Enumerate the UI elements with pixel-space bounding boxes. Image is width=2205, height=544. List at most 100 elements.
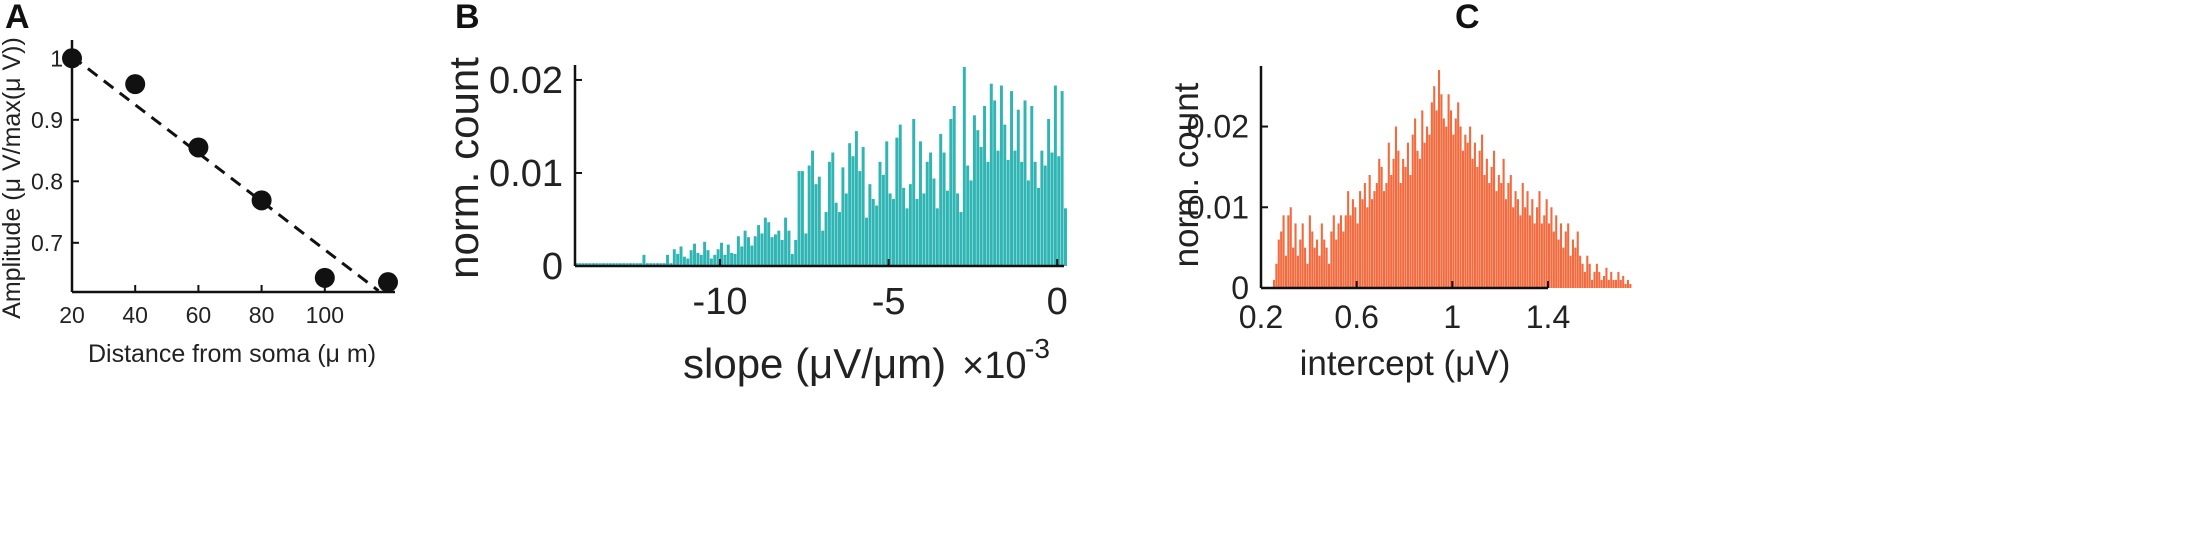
panel-a-scatter: 20 40 60 80 100 0.7 0.8 0.9 1 Distance from soma… xyxy=(0,37,398,368)
panel-b-bar xyxy=(1053,85,1057,266)
panel-a-x-tick-label: 100 xyxy=(306,302,344,328)
panel-b-bar xyxy=(655,263,659,266)
panel-b-bar xyxy=(804,233,808,266)
panel-b-bar xyxy=(773,234,777,266)
panel-c-bar xyxy=(1316,239,1319,288)
panel-b-bar xyxy=(949,119,953,266)
panel-c-bar xyxy=(1402,158,1405,288)
panel-b-bar xyxy=(612,263,616,266)
panel-c-bar xyxy=(1562,247,1565,288)
panel-c-bar xyxy=(1275,263,1278,288)
panel-c-bar xyxy=(1559,223,1563,288)
panel-b-bar xyxy=(750,245,754,266)
panel-b-bar xyxy=(682,256,686,266)
panel-a-y-tick-label: 0.9 xyxy=(31,107,63,133)
panel-b-bar xyxy=(1050,152,1054,266)
panel-c-bar xyxy=(1495,191,1498,288)
panel-b-bar xyxy=(790,253,794,266)
panel-b-bar xyxy=(962,66,966,266)
panel-b-bar xyxy=(746,237,750,266)
panel-b-bar xyxy=(794,239,798,266)
panel-c-bar xyxy=(1404,166,1407,288)
panel-b-bar xyxy=(608,263,612,266)
panel-c-bar xyxy=(1397,150,1400,288)
panel-b-bar xyxy=(892,199,895,266)
panel-c-bar xyxy=(1335,239,1338,288)
panel-b-bar xyxy=(952,106,956,266)
panel-c-bar xyxy=(1512,207,1515,288)
panel-c-bar xyxy=(1344,215,1347,288)
panel-b-bar xyxy=(932,178,936,266)
panel-c-bar xyxy=(1531,199,1534,288)
panel-b-bar xyxy=(649,263,653,266)
panel-b-bar xyxy=(666,254,670,266)
panel-b-bar xyxy=(659,263,663,266)
panel-c-bar xyxy=(1311,231,1314,288)
panel-b-bar xyxy=(1047,119,1051,266)
panel-b-bar xyxy=(885,141,889,266)
panel-b-bar xyxy=(807,165,811,266)
panel-b-bar xyxy=(969,180,973,266)
panel-c-bar xyxy=(1576,231,1579,288)
panel-b-bar xyxy=(709,258,713,266)
panel-c-y-tick-label: 0.02 xyxy=(1187,109,1249,145)
panel-c-bar xyxy=(1481,134,1484,288)
panel-b-bar xyxy=(841,167,845,266)
panel-b-bar xyxy=(838,212,842,266)
panel-c-bar xyxy=(1603,275,1606,288)
panel-b-bar xyxy=(1030,106,1034,266)
panel-c-bar xyxy=(1359,191,1362,288)
panel-a-y-label: Amplitude (μ V/max(μ V)) xyxy=(0,37,26,319)
panel-a-x-tick-label: 80 xyxy=(249,302,275,328)
panel-c-bar xyxy=(1282,215,1285,288)
panel-b-bar xyxy=(615,263,619,266)
panel-b-bar xyxy=(622,263,626,266)
panel-b-bar xyxy=(1060,91,1064,267)
panel-b-bar xyxy=(989,83,993,267)
panel-b-bar xyxy=(598,263,602,266)
panel-b-bar xyxy=(888,193,892,266)
panel-a-data-point xyxy=(62,48,82,69)
panel-c-bar xyxy=(1473,142,1476,288)
panel-c-bar xyxy=(1552,231,1555,288)
panel-c-bar xyxy=(1555,215,1558,288)
panel-b-bar xyxy=(1023,100,1027,266)
panel-c-bar xyxy=(1289,207,1292,288)
panel-c-bar xyxy=(1466,142,1469,288)
panel-b-bar xyxy=(605,263,609,266)
panel-b-bar xyxy=(770,237,774,266)
panel-b-bar xyxy=(827,161,831,266)
panel-c-bar xyxy=(1325,247,1328,288)
panel-c-bar xyxy=(1461,150,1464,288)
panel-c-bar xyxy=(1454,118,1457,289)
panel-b-bar xyxy=(797,171,801,266)
panel-c-bar xyxy=(1614,279,1618,288)
panel-b-bar xyxy=(868,184,872,266)
panel-a-x-tick-label: 20 xyxy=(59,302,85,328)
panel-b-bar xyxy=(628,263,632,266)
panel-b-bar xyxy=(871,199,875,266)
panel-b-bar xyxy=(601,263,605,266)
panel-c-bar xyxy=(1428,134,1431,288)
panel-a-data-point xyxy=(378,272,398,293)
panel-c-bar xyxy=(1366,207,1369,288)
panel-b-bar xyxy=(696,252,700,266)
panel-b-bar xyxy=(929,152,933,266)
panel-c-bar xyxy=(1574,247,1577,288)
panel-c-bar xyxy=(1521,183,1524,288)
panel-c-bar xyxy=(1356,223,1359,288)
panel-b-bar xyxy=(996,150,1000,266)
panel-b-bar xyxy=(999,85,1003,266)
panel-c-bar xyxy=(1452,134,1455,288)
panel-c-bar xyxy=(1600,279,1603,288)
panel-c-bar xyxy=(1548,223,1551,288)
panel-c-bar xyxy=(1409,174,1412,288)
panel-c-bar xyxy=(1612,279,1615,288)
panel-b-bar xyxy=(618,263,622,266)
panel-c-x-tick-label: 0.6 xyxy=(1334,299,1378,335)
panel-c-bar xyxy=(1349,215,1352,288)
panel-c-bar xyxy=(1502,158,1505,288)
panel-b-bar xyxy=(881,174,885,266)
panel-b-bar xyxy=(693,243,697,266)
panel-c-bar xyxy=(1557,239,1560,288)
